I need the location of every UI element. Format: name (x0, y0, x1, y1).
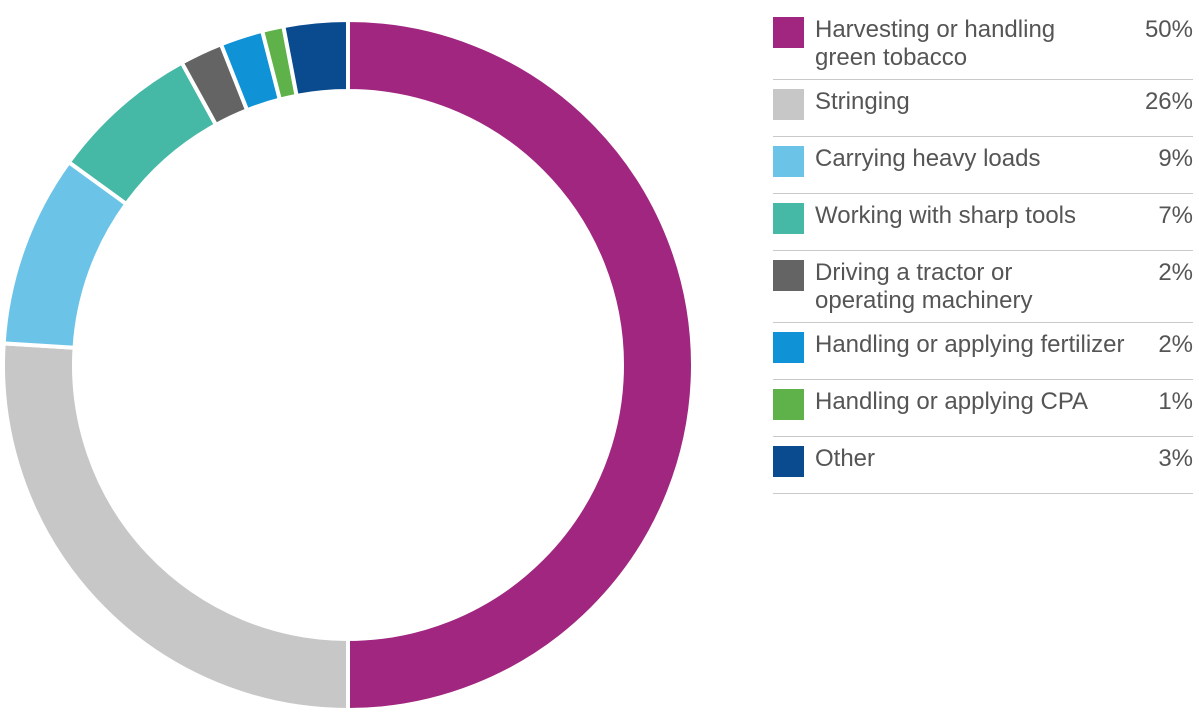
legend-value: 2% (1158, 259, 1193, 286)
donut-slice (1, 341, 350, 713)
legend-swatch (773, 203, 804, 234)
donut-slice (346, 17, 695, 713)
legend-item: Harvesting or handling green tobacco 50% (773, 8, 1193, 80)
legend-value: 3% (1158, 445, 1193, 472)
legend-label: Working with sharp tools (815, 202, 1076, 229)
legend-item: Handling or applying fertilizer 2% (773, 323, 1193, 380)
legend-swatch (773, 146, 804, 177)
donut-chart (1, 17, 695, 713)
donut-slice (281, 17, 350, 99)
legend-label: Other (815, 445, 876, 472)
legend-item: Other 3% (773, 437, 1193, 494)
legend-value: 1% (1158, 388, 1193, 415)
legend-swatch (773, 260, 804, 291)
legend-item: Handling or applying CPA 1% (773, 380, 1193, 437)
legend-swatch (773, 89, 804, 120)
legend-value: 7% (1158, 202, 1193, 229)
legend-value: 2% (1158, 331, 1193, 358)
legend-swatch (773, 446, 804, 477)
legend-label: Carrying heavy loads (815, 145, 1041, 172)
legend-item: Driving a tractor or operating machinery 2… (773, 251, 1193, 323)
legend-label: Stringing (815, 88, 910, 115)
legend-item: Carrying heavy loads 9% (773, 137, 1193, 194)
legend-swatch (773, 332, 804, 363)
legend-value: 50% (1144, 16, 1193, 43)
legend-value: 26% (1144, 88, 1193, 115)
legend-item: Working with sharp tools 7% (773, 194, 1193, 251)
legend-label: Handling or applying fertilizer (815, 331, 1125, 358)
legend-value: 9% (1158, 145, 1193, 172)
legend-item: Stringing 26% (773, 80, 1193, 137)
legend-label: Harvesting or handling green tobacco (815, 16, 1056, 71)
legend-label: Handling or applying CPA (815, 388, 1089, 415)
legend-label: Driving a tractor or operating machinery (815, 259, 1033, 314)
chart-legend: Harvesting or handling green tobacco 50% St… (773, 8, 1193, 494)
legend-swatch (773, 389, 804, 420)
legend-swatch (773, 17, 804, 48)
